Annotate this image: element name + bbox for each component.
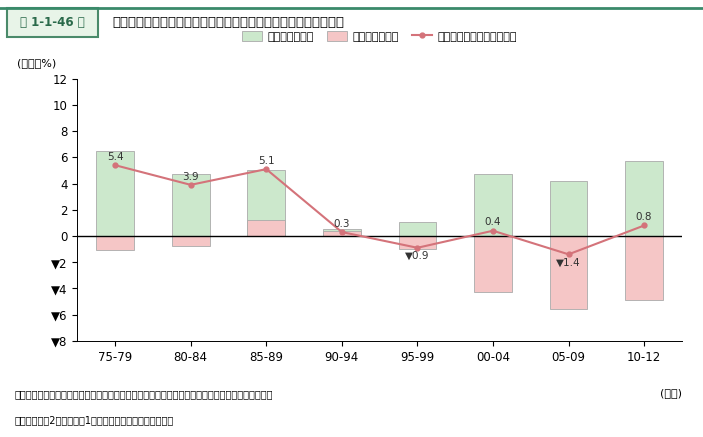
FancyBboxPatch shape [7, 8, 98, 37]
Text: 3.9: 3.9 [182, 172, 199, 182]
Bar [172, 174, 209, 236]
Bar [625, 161, 663, 236]
Text: ▼0.9: ▼0.9 [405, 251, 430, 261]
Bar [474, 174, 512, 236]
Text: 第 1-1-46 図: 第 1-1-46 図 [20, 16, 85, 28]
Bar [247, 170, 285, 236]
Bar [323, 229, 361, 236]
Text: （注）資本金2千万円以上1億円未満を中小製造業とした。: （注）資本金2千万円以上1億円未満を中小製造業とした。 [14, 415, 174, 425]
Text: 資料：日本銀行「全国企業短期経済観測調査」、「企業物価指数」、財務省「法人企業統計年報」: 資料：日本銀行「全国企業短期経済観測調査」、「企業物価指数」、財務省「法人企業統… [14, 389, 273, 399]
Bar [323, 232, 361, 236]
Bar [399, 222, 437, 236]
Text: 0.8: 0.8 [636, 212, 652, 222]
Bar [172, 236, 209, 246]
Bar [247, 220, 285, 236]
Text: ▼1.4: ▼1.4 [556, 258, 581, 267]
Text: 一人当たり名目付加価値額上昇率とその変動要因（中小製造業）: 一人当たり名目付加価値額上昇率とその変動要因（中小製造業） [112, 16, 344, 28]
Text: 0.3: 0.3 [334, 219, 350, 229]
Text: 5.1: 5.1 [258, 156, 275, 166]
Bar [550, 236, 588, 309]
Bar [474, 236, 512, 292]
Bar [96, 151, 134, 236]
Bar [550, 181, 588, 236]
Text: 5.4: 5.4 [107, 152, 124, 162]
Bar [96, 236, 134, 250]
Text: 0.4: 0.4 [485, 218, 501, 227]
Text: (年度): (年度) [660, 388, 682, 398]
Legend: 実質労働生産性, 価格転嫁力指標, 一人当たり名目付加価値額: 実質労働生産性, 価格転嫁力指標, 一人当たり名目付加価値額 [238, 27, 522, 46]
Bar [625, 236, 663, 300]
Bar [399, 236, 437, 249]
Text: (年率、%): (年率、%) [17, 58, 56, 68]
